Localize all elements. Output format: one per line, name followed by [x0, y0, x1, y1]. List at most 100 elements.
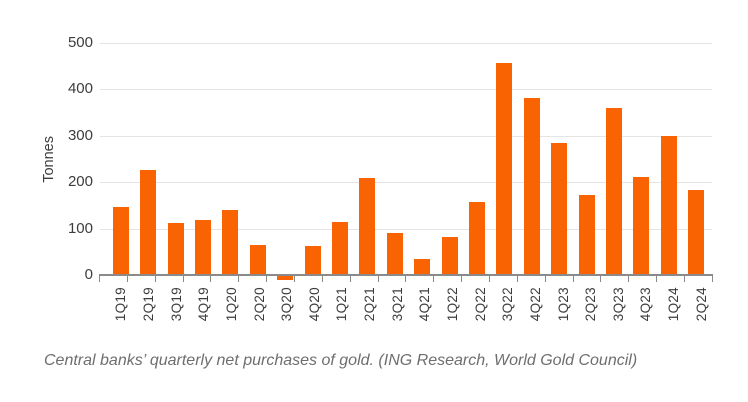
x-tick-mark — [99, 276, 100, 282]
x-tick-cell-3Q22: 3Q22 — [494, 287, 522, 337]
x-tick-mark — [433, 276, 435, 282]
x-tick-cell-4Q21: 4Q21 — [411, 287, 439, 337]
bar-cell-1Q23 — [546, 43, 573, 275]
bar-cell-4Q22 — [518, 43, 545, 275]
x-tick-label-2Q22: 2Q22 — [472, 287, 488, 322]
bar-4Q22 — [523, 98, 540, 275]
bar-1Q22 — [441, 236, 458, 275]
bar-2Q23 — [578, 194, 595, 275]
bar-2Q22 — [468, 201, 485, 275]
y-tick-label-100: 100 — [67, 219, 93, 237]
x-tick-label-1Q23: 1Q23 — [555, 287, 571, 322]
x-tick-cell-2Q21: 2Q21 — [356, 287, 384, 337]
bar-cell-3Q23 — [600, 43, 627, 275]
x-tick-cell-2Q24: 2Q24 — [687, 287, 715, 337]
y-tick-label-200: 200 — [67, 173, 93, 191]
x-tick-mark — [572, 276, 574, 282]
x-tick-label-1Q21: 1Q21 — [334, 287, 350, 322]
bar-1Q24 — [660, 136, 677, 275]
plot-area — [99, 43, 713, 282]
x-tick-label-2Q19: 2Q19 — [140, 287, 156, 322]
y-tick-label-0: 0 — [84, 266, 93, 284]
y-axis-tick-labels: 0 100 200 300 400 500 — [0, 34, 93, 283]
bar-cell-2Q20 — [244, 43, 271, 275]
bar-cell-1Q22 — [436, 43, 463, 275]
x-tick-cell-2Q19: 2Q19 — [135, 287, 163, 337]
bar-1Q20 — [222, 209, 239, 275]
x-tick-label-2Q24: 2Q24 — [693, 287, 709, 322]
x-tick-cell-3Q19: 3Q19 — [162, 287, 190, 337]
x-tick-mark — [349, 276, 351, 282]
bar-2Q21 — [359, 178, 376, 275]
x-tick-mark — [238, 276, 240, 282]
x-tick-cell-4Q22: 4Q22 — [522, 287, 550, 337]
x-tick-cell-2Q20: 2Q20 — [245, 287, 273, 337]
x-tick-mark — [461, 276, 463, 282]
x-tick-mark — [516, 276, 518, 282]
x-tick-mark — [182, 276, 184, 282]
x-tick-cell-1Q24: 1Q24 — [660, 287, 688, 337]
x-tick-label-1Q22: 1Q22 — [445, 287, 460, 322]
x-axis-line — [99, 274, 713, 276]
bar-4Q20 — [304, 245, 321, 275]
bar-1Q21 — [331, 221, 348, 275]
x-tick-cell-4Q19: 4Q19 — [190, 287, 218, 337]
bar-2Q19 — [140, 170, 157, 275]
x-tick-label-3Q21: 3Q21 — [389, 287, 405, 322]
bar-cell-3Q21 — [381, 43, 408, 275]
x-tick-mark — [154, 276, 156, 282]
bar-1Q19 — [112, 206, 129, 275]
bar-cell-2Q21 — [354, 43, 381, 275]
gridline-100 — [100, 228, 712, 230]
x-tick-label-3Q22: 3Q22 — [500, 287, 516, 322]
bar-cell-2Q22 — [463, 43, 490, 275]
x-tick-mark — [126, 276, 128, 282]
x-tick-label-4Q23: 4Q23 — [638, 287, 654, 322]
bar-2Q20 — [249, 244, 266, 275]
bar-cell-2Q23 — [573, 43, 600, 275]
bar-3Q22 — [496, 62, 513, 275]
x-tick-cell-1Q21: 1Q21 — [328, 287, 356, 337]
x-tick-mark — [711, 276, 713, 282]
x-tick-label-2Q20: 2Q20 — [251, 287, 267, 322]
x-tick-mark — [321, 276, 323, 282]
x-tick-label-2Q23: 2Q23 — [583, 287, 599, 322]
x-axis-tick-labels: 1Q19 2Q19 3Q19 4Q19 1Q20 2Q20 3Q20 4Q20 1Q21 2Q21… — [107, 287, 715, 337]
x-axis-tick-marks — [99, 275, 713, 282]
bar-cell-4Q21 — [408, 43, 435, 275]
x-tick-label-4Q19: 4Q19 — [196, 287, 212, 322]
x-tick-cell-4Q23: 4Q23 — [632, 287, 660, 337]
bar-cell-1Q20 — [217, 43, 244, 275]
x-tick-mark — [210, 276, 212, 282]
x-tick-cell-1Q23: 1Q23 — [549, 287, 577, 337]
x-tick-label-2Q21: 2Q21 — [362, 287, 378, 322]
x-tick-mark — [405, 276, 407, 282]
x-tick-cell-4Q20: 4Q20 — [300, 287, 328, 337]
gridline-400 — [100, 89, 712, 91]
x-tick-mark — [294, 276, 296, 282]
x-tick-cell-2Q22: 2Q22 — [466, 287, 494, 337]
figure-caption: Central banks’ quarterly net purchases o… — [44, 352, 638, 369]
bar-3Q21 — [386, 233, 403, 275]
bar-3Q19 — [167, 222, 184, 275]
bar-cell-4Q20 — [299, 43, 326, 275]
x-tick-label-4Q22: 4Q22 — [527, 287, 543, 322]
x-tick-mark — [656, 276, 658, 282]
x-tick-mark — [628, 276, 630, 282]
x-tick-mark — [684, 276, 686, 282]
x-tick-cell-3Q20: 3Q20 — [273, 287, 301, 337]
bar-cell-3Q19 — [162, 43, 189, 275]
bar-4Q19 — [194, 219, 211, 275]
x-tick-label-4Q21: 4Q21 — [417, 287, 433, 322]
bar-cell-3Q22 — [491, 43, 518, 275]
x-tick-cell-3Q21: 3Q21 — [383, 287, 411, 337]
y-tick-label-300: 300 — [67, 126, 93, 144]
gridline-200 — [100, 182, 712, 184]
x-tick-cell-1Q19: 1Q19 — [107, 287, 135, 337]
x-tick-mark — [544, 276, 546, 282]
bar-2Q24 — [688, 189, 705, 275]
bar-cell-1Q19 — [107, 43, 134, 275]
x-tick-label-3Q23: 3Q23 — [610, 287, 626, 322]
y-tick-label-400: 400 — [67, 80, 93, 98]
